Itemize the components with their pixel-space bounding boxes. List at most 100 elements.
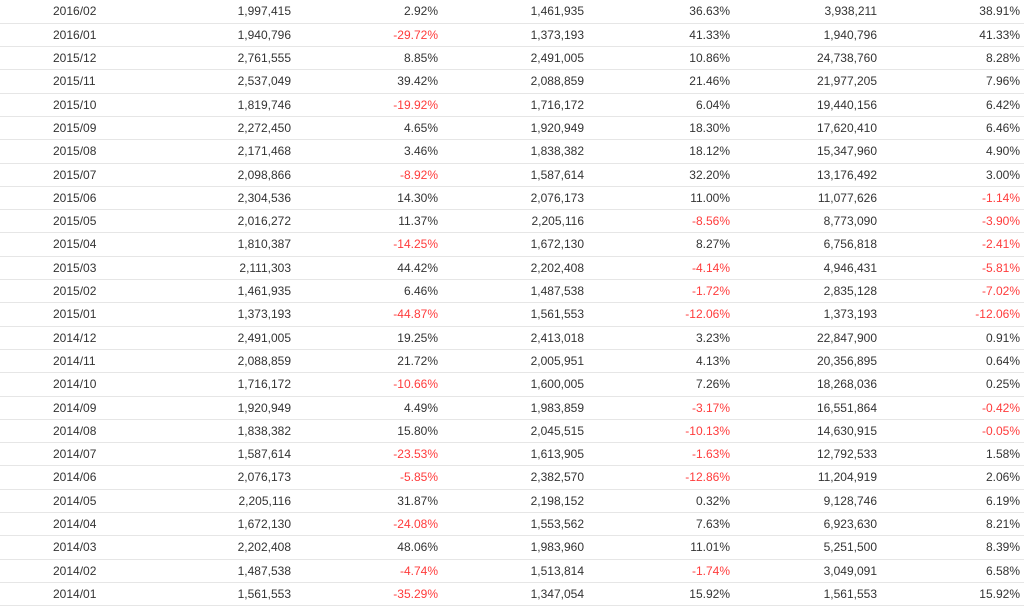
change-b-cell: -1.72%: [590, 279, 736, 304]
month-cell: 2015/06: [0, 186, 150, 211]
month-cell: 2014/05: [0, 489, 150, 514]
value-a-cell: 2,076,173: [150, 465, 297, 490]
value-b-cell: 1,513,814: [444, 559, 590, 583]
cumulative-change-cell: 4.90%: [883, 139, 1024, 164]
month-cell: 2014/01: [0, 582, 150, 606]
change-b-cell: 15.92%: [590, 582, 736, 606]
change-b-cell: -8.56%: [590, 209, 736, 234]
month-cell: 2015/07: [0, 163, 150, 187]
cumulative-value-cell: 1,940,796: [736, 23, 883, 48]
value-a-cell: 1,672,130: [150, 512, 297, 537]
cumulative-value-cell: 3,049,091: [736, 559, 883, 583]
value-a-cell: 2,088,859: [150, 349, 297, 374]
change-b-cell: -4.14%: [590, 256, 736, 281]
change-a-cell: 6.46%: [297, 279, 444, 304]
value-b-cell: 2,491,005: [444, 46, 590, 71]
month-cell: 2014/06: [0, 465, 150, 490]
change-a-cell: 3.46%: [297, 139, 444, 164]
cumulative-change-cell: 0.91%: [883, 326, 1024, 350]
change-a-cell: 11.37%: [297, 209, 444, 234]
value-a-cell: 1,716,172: [150, 372, 297, 397]
change-a-cell: 39.42%: [297, 69, 444, 94]
month-cell: 2014/03: [0, 535, 150, 560]
cumulative-change-cell: 2.06%: [883, 465, 1024, 490]
table-row: 2014/07 1,587,614 -23.53% 1,613,905 -1.63% 12…: [0, 442, 1024, 467]
table-row: 2014/04 1,672,130 -24.08% 1,553,562 7.63% 6,9…: [0, 512, 1024, 537]
change-b-cell: 36.63%: [590, 0, 736, 24]
change-a-cell: 19.25%: [297, 326, 444, 350]
table-row: 2014/01 1,561,553 -35.29% 1,347,054 15.92% 1,…: [0, 582, 1024, 606]
change-b-cell: -10.13%: [590, 419, 736, 444]
cumulative-value-cell: 2,835,128: [736, 279, 883, 304]
change-a-cell: -19.92%: [297, 93, 444, 117]
value-b-cell: 1,553,562: [444, 512, 590, 537]
change-a-cell: 4.49%: [297, 396, 444, 420]
value-a-cell: 1,373,193: [150, 302, 297, 327]
cumulative-change-cell: 41.33%: [883, 23, 1024, 48]
value-b-cell: 2,205,116: [444, 209, 590, 234]
table-row: 2014/03 2,202,408 48.06% 1,983,960 11.01% 5,2…: [0, 535, 1024, 560]
value-a-cell: 2,304,536: [150, 186, 297, 211]
cumulative-value-cell: 1,373,193: [736, 302, 883, 327]
value-a-cell: 1,461,935: [150, 279, 297, 304]
change-b-cell: 32.20%: [590, 163, 736, 187]
cumulative-value-cell: 19,440,156: [736, 93, 883, 117]
cumulative-value-cell: 20,356,895: [736, 349, 883, 374]
cumulative-change-cell: -0.05%: [883, 419, 1024, 444]
cumulative-value-cell: 11,204,919: [736, 465, 883, 490]
change-a-cell: -23.53%: [297, 442, 444, 467]
month-cell: 2014/07: [0, 442, 150, 467]
table-row: 2015/05 2,016,272 11.37% 2,205,116 -8.56% 8,7…: [0, 209, 1024, 234]
cumulative-change-cell: 8.28%: [883, 46, 1024, 71]
month-cell: 2014/08: [0, 419, 150, 444]
value-a-cell: 1,561,553: [150, 582, 297, 606]
cumulative-change-cell: 6.46%: [883, 116, 1024, 141]
cumulative-value-cell: 24,738,760: [736, 46, 883, 71]
table-row: 2014/09 1,920,949 4.49% 1,983,859 -3.17% 16,5…: [0, 396, 1024, 420]
change-b-cell: 11.00%: [590, 186, 736, 211]
value-b-cell: 2,005,951: [444, 349, 590, 374]
cumulative-value-cell: 9,128,746: [736, 489, 883, 514]
table-row: 2015/11 2,537,049 39.42% 2,088,859 21.46% 21,…: [0, 69, 1024, 94]
value-b-cell: 2,045,515: [444, 419, 590, 444]
value-b-cell: 1,600,005: [444, 372, 590, 397]
value-b-cell: 2,382,570: [444, 465, 590, 490]
cumulative-change-cell: -3.90%: [883, 209, 1024, 234]
value-b-cell: 2,202,408: [444, 256, 590, 281]
cumulative-value-cell: 1,561,553: [736, 582, 883, 606]
value-b-cell: 1,373,193: [444, 23, 590, 48]
change-b-cell: 3.23%: [590, 326, 736, 350]
table-row: 2014/08 1,838,382 15.80% 2,045,515 -10.13% 14…: [0, 419, 1024, 444]
change-a-cell: -29.72%: [297, 23, 444, 48]
cumulative-change-cell: 8.39%: [883, 535, 1024, 560]
month-cell: 2015/11: [0, 69, 150, 94]
month-cell: 2015/10: [0, 93, 150, 117]
change-b-cell: 7.26%: [590, 372, 736, 397]
value-b-cell: 1,487,538: [444, 279, 590, 304]
value-a-cell: 2,272,450: [150, 116, 297, 141]
table-row: 2015/12 2,761,555 8.85% 2,491,005 10.86% 24,7…: [0, 46, 1024, 71]
cumulative-change-cell: 1.58%: [883, 442, 1024, 467]
value-b-cell: 1,347,054: [444, 582, 590, 606]
value-a-cell: 1,997,415: [150, 0, 297, 24]
cumulative-value-cell: 18,268,036: [736, 372, 883, 397]
change-a-cell: -4.74%: [297, 559, 444, 583]
cumulative-value-cell: 14,630,915: [736, 419, 883, 444]
value-b-cell: 1,983,960: [444, 535, 590, 560]
month-cell: 2015/01: [0, 302, 150, 327]
value-a-cell: 2,098,866: [150, 163, 297, 187]
value-a-cell: 2,537,049: [150, 69, 297, 94]
change-a-cell: -5.85%: [297, 465, 444, 490]
cumulative-value-cell: 6,756,818: [736, 232, 883, 257]
table-row: 2015/08 2,171,468 3.46% 1,838,382 18.12% 15,3…: [0, 139, 1024, 164]
cumulative-change-cell: 6.42%: [883, 93, 1024, 117]
value-b-cell: 1,838,382: [444, 139, 590, 164]
cumulative-change-cell: -5.81%: [883, 256, 1024, 281]
value-a-cell: 1,920,949: [150, 396, 297, 420]
month-cell: 2015/05: [0, 209, 150, 234]
table-row: 2016/01 1,940,796 -29.72% 1,373,193 41.33% 1,…: [0, 23, 1024, 48]
value-b-cell: 1,461,935: [444, 0, 590, 24]
month-cell: 2015/09: [0, 116, 150, 141]
cumulative-value-cell: 22,847,900: [736, 326, 883, 350]
change-b-cell: 6.04%: [590, 93, 736, 117]
